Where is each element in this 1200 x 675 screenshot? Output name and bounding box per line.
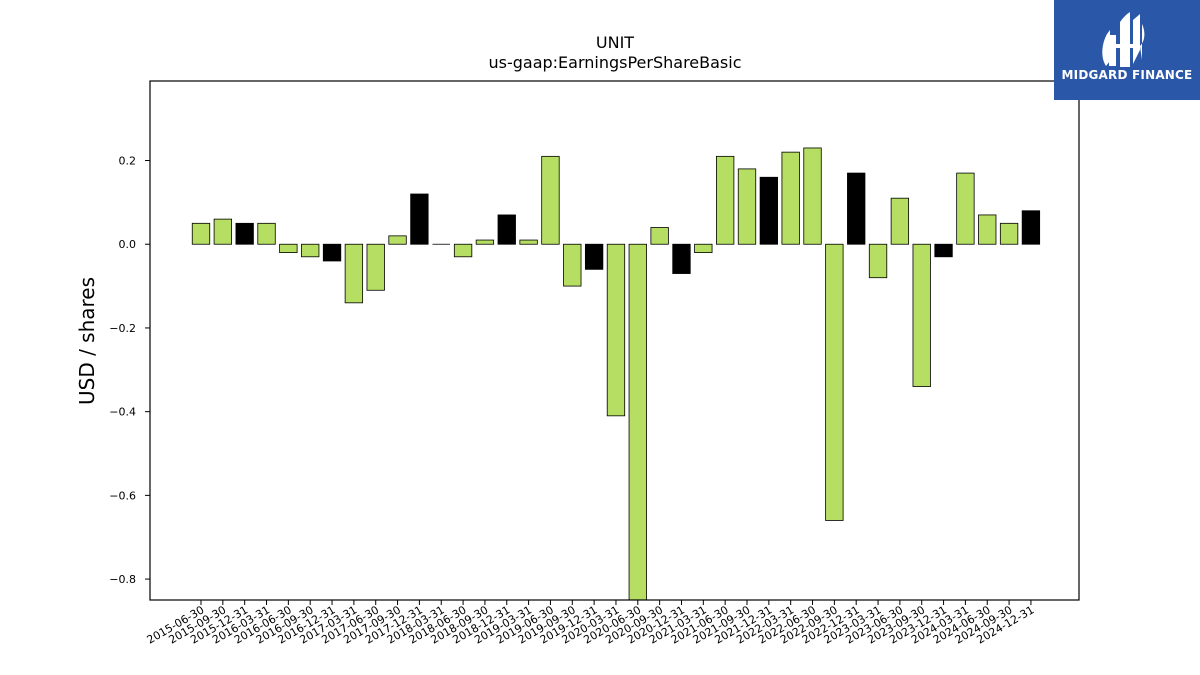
y-tick-label: 0.2 xyxy=(119,155,137,168)
bar xyxy=(497,214,516,245)
midgard-finance-logo: MIDGARD FINANCE xyxy=(1054,0,1200,100)
bar xyxy=(432,243,450,245)
bar xyxy=(781,151,800,245)
bar xyxy=(956,172,975,245)
bar xyxy=(606,243,626,417)
bar xyxy=(344,243,364,304)
bar xyxy=(453,243,473,258)
bar xyxy=(301,243,320,258)
bar xyxy=(694,243,713,253)
bar xyxy=(584,243,604,270)
bars-group xyxy=(191,147,1041,601)
bar xyxy=(388,235,407,245)
bar xyxy=(978,214,997,245)
bar xyxy=(825,243,844,521)
y-tick-label: −0.6 xyxy=(109,489,136,502)
logo-text: MIDGARD FINANCE xyxy=(1061,68,1193,82)
bar xyxy=(737,168,757,245)
plot-frame xyxy=(149,80,1080,601)
y-ticks-group: −0.8 −0.6 −0.4 −0.2 0.0 0.2 xyxy=(109,155,150,586)
bar xyxy=(934,243,953,258)
bar xyxy=(759,176,778,245)
logo-mark-icon xyxy=(1102,12,1145,67)
bar xyxy=(322,243,342,262)
bar xyxy=(257,222,276,245)
bar xyxy=(1021,210,1041,245)
y-axis-label: USD / shares xyxy=(75,277,99,405)
bar xyxy=(563,243,582,287)
x-ticks-group: 2015-06-302015-09-302015-12-312016-03-31… xyxy=(145,600,1036,647)
bar xyxy=(213,218,232,245)
bar xyxy=(803,147,822,245)
bar xyxy=(475,239,495,245)
y-tick-label: −0.4 xyxy=(109,406,136,419)
bar xyxy=(868,243,888,279)
bar xyxy=(410,193,429,245)
y-tick-label: −0.8 xyxy=(109,573,136,586)
bar xyxy=(716,155,735,245)
y-tick-label: 0.0 xyxy=(119,238,137,251)
bar xyxy=(890,197,910,245)
bar xyxy=(650,227,669,245)
bar xyxy=(999,222,1019,245)
bar xyxy=(519,239,538,245)
bar xyxy=(366,243,385,291)
bar xyxy=(847,172,866,245)
y-tick-label: −0.2 xyxy=(109,322,136,335)
bar xyxy=(628,243,647,601)
bar xyxy=(672,243,691,274)
bar xyxy=(541,155,560,245)
bar xyxy=(235,222,254,245)
chart-title: UNIT xyxy=(596,33,634,52)
chart-subtitle: us-gaap:EarningsPerShareBasic xyxy=(488,53,741,72)
bar xyxy=(191,222,211,245)
bar xyxy=(912,243,931,387)
bar xyxy=(279,243,298,253)
